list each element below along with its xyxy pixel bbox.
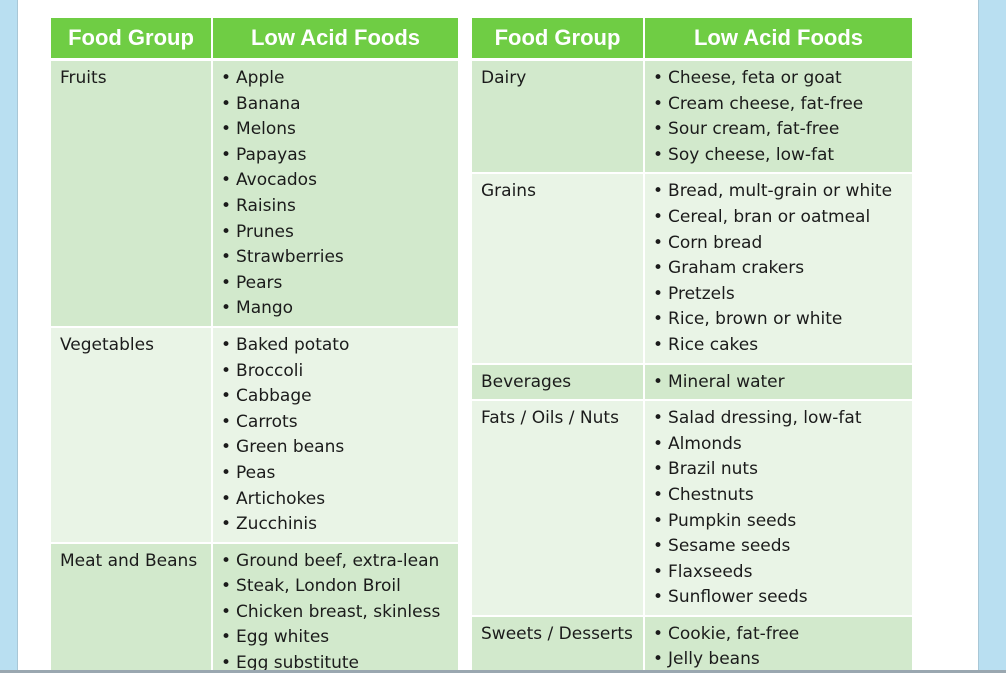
food-list: Baked potatoBroccoliCabbageCarrotsGreen …	[221, 333, 458, 538]
food-list-item: Flaxseeds	[653, 560, 912, 586]
food-list-item: Rice cakes	[653, 333, 912, 359]
food-list-item: Papayas	[221, 143, 458, 169]
food-list-item: Jelly beans	[653, 647, 912, 670]
food-group-cell: Dairy	[472, 59, 645, 175]
food-list-item: Chestnuts	[653, 483, 912, 509]
food-list-item: Ground beef, extra-lean	[221, 549, 458, 575]
food-group-label: Meat and Beans	[60, 550, 198, 571]
food-group-label: Dairy	[481, 68, 527, 88]
food-list: Salad dressing, low-fatAlmondsBrazil nut…	[653, 406, 912, 611]
food-list-item: Zucchinis	[221, 512, 458, 538]
low-acid-foods-table-right: Food Group Low Acid Foods Dairy Cheese, f…	[472, 18, 912, 670]
food-group-cell: Beverages	[472, 363, 645, 402]
food-list-item: Banana	[221, 92, 458, 118]
food-list-item: Broccoli	[221, 359, 458, 385]
food-list-item: Egg substitute	[221, 651, 458, 670]
food-list-item: Steak, London Broil	[221, 574, 458, 600]
food-group-cell: Grains	[472, 173, 645, 365]
table-header-row: Food Group Low Acid Foods	[472, 18, 912, 61]
low-acid-foods-header: Low Acid Foods	[644, 18, 912, 61]
food-list-item: Egg whites	[221, 625, 458, 651]
food-list-item: Cheese, feta or goat	[653, 66, 912, 92]
table-row: Beverages Mineral water	[472, 363, 912, 402]
food-list-item: Cereal, bran or oatmeal	[653, 205, 912, 231]
food-list-item: Brazil nuts	[653, 457, 912, 483]
food-list-item: Cream cheese, fat-free	[653, 92, 912, 118]
food-group-label: Sweets / Desserts	[481, 623, 633, 644]
table-row: Fruits AppleBananaMelonsPapayasAvocadosRa…	[51, 59, 458, 328]
food-group-label: Fruits	[60, 68, 107, 88]
low-acid-foods-cell: Salad dressing, low-fatAlmondsBrazil nut…	[644, 400, 912, 617]
table-row: Meat and Beans Ground beef, extra-leanSte…	[51, 542, 458, 670]
food-list-item: Peas	[221, 461, 458, 487]
food-list-item: Rice, brown or white	[653, 307, 912, 333]
food-group-label: Fats / Oils / Nuts	[481, 408, 619, 429]
food-group-label: Grains	[481, 181, 536, 202]
table-row: Vegetables Baked potatoBroccoliCabbageCar…	[51, 326, 458, 544]
food-list-item: Carrots	[221, 410, 458, 436]
window-bottom-border	[0, 670, 1006, 673]
food-list-item: Sesame seeds	[653, 534, 912, 560]
food-list-item: Pumpkin seeds	[653, 509, 912, 535]
food-group-cell: Fats / Oils / Nuts	[472, 400, 645, 617]
food-list-item: Green beans	[221, 435, 458, 461]
food-list: Cookie, fat-freeJelly beans	[653, 622, 912, 670]
table-row: Grains Bread, mult-grain or whiteCereal, …	[472, 173, 912, 365]
low-acid-foods-table-left: Food Group Low Acid Foods Fruits AppleBan…	[51, 18, 458, 670]
food-list-item: Pears	[221, 271, 458, 297]
food-list-item: Soy cheese, low-fat	[653, 143, 912, 169]
food-list-item: Graham crakers	[653, 256, 912, 282]
table-header-row: Food Group Low Acid Foods	[51, 18, 458, 61]
table-row: Dairy Cheese, feta or goatCream cheese, f…	[472, 59, 912, 175]
table-row: Fats / Oils / Nuts Salad dressing, low-fa…	[472, 400, 912, 617]
low-acid-foods-cell: Cookie, fat-freeJelly beans	[644, 615, 912, 670]
food-list: Ground beef, extra-leanSteak, London Bro…	[221, 549, 458, 670]
food-group-cell: Meat and Beans	[51, 542, 213, 670]
food-group-header: Food Group	[51, 18, 213, 61]
food-list: Mineral water	[653, 370, 912, 396]
low-acid-foods-cell: Cheese, feta or goatCream cheese, fat-fr…	[644, 59, 912, 175]
food-list: Bread, mult-grain or whiteCereal, bran o…	[653, 179, 912, 358]
table-row: Sweets / Desserts Cookie, fat-freeJelly b…	[472, 615, 912, 670]
food-list-item: Salad dressing, low-fat	[653, 406, 912, 432]
food-list-item: Prunes	[221, 220, 458, 246]
food-list-item: Sour cream, fat-free	[653, 117, 912, 143]
food-group-header: Food Group	[472, 18, 645, 61]
food-list-item: Cookie, fat-free	[653, 622, 912, 648]
food-group-label: Vegetables	[60, 334, 154, 355]
food-list-item: Artichokes	[221, 487, 458, 513]
low-acid-foods-cell: AppleBananaMelonsPapayasAvocadosRaisinsP…	[212, 59, 458, 328]
food-list: Cheese, feta or goatCream cheese, fat-fr…	[653, 66, 912, 168]
low-acid-foods-header: Low Acid Foods	[212, 18, 458, 61]
food-list-item: Chicken breast, skinless	[221, 600, 458, 626]
food-list-item: Almonds	[653, 432, 912, 458]
food-list-item: Mango	[221, 296, 458, 322]
food-group-label: Beverages	[481, 371, 572, 392]
food-list-item: Bread, mult-grain or white	[653, 179, 912, 205]
food-group-cell: Fruits	[51, 59, 213, 328]
food-list-item: Avocados	[221, 168, 458, 194]
food-list-item: Apple	[221, 66, 458, 92]
food-list-item: Corn bread	[653, 231, 912, 257]
low-acid-foods-cell: Mineral water	[644, 363, 912, 402]
food-list-item: Mineral water	[653, 370, 912, 396]
low-acid-foods-cell: Baked potatoBroccoliCabbageCarrotsGreen …	[212, 326, 458, 544]
document-page: Food Group Low Acid Foods Fruits AppleBan…	[17, 0, 979, 670]
food-list-item: Cabbage	[221, 384, 458, 410]
food-list-item: Sunflower seeds	[653, 585, 912, 611]
food-group-cell: Vegetables	[51, 326, 213, 544]
low-acid-foods-cell: Bread, mult-grain or whiteCereal, bran o…	[644, 173, 912, 365]
food-list-item: Baked potato	[221, 333, 458, 359]
food-group-cell: Sweets / Desserts	[472, 615, 645, 670]
food-list-item: Melons	[221, 117, 458, 143]
food-list-item: Pretzels	[653, 282, 912, 308]
food-list-item: Strawberries	[221, 245, 458, 271]
low-acid-foods-cell: Ground beef, extra-leanSteak, London Bro…	[212, 542, 458, 670]
food-list-item: Raisins	[221, 194, 458, 220]
food-list: AppleBananaMelonsPapayasAvocadosRaisinsP…	[221, 66, 458, 322]
